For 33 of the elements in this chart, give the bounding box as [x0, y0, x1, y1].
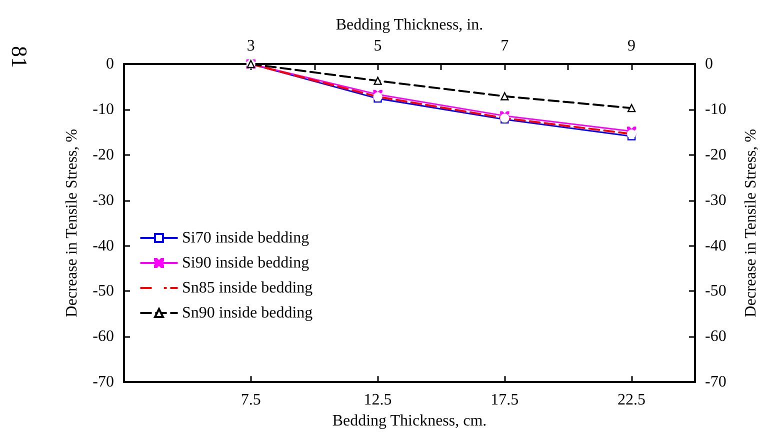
- text: 81: [6, 46, 32, 68]
- y2-tick-label: -60: [705, 328, 726, 346]
- legend-label: Sn90 inside bedding: [182, 304, 313, 322]
- x2-tick-label: 7: [500, 38, 509, 54]
- x2-tick-label: 5: [374, 38, 382, 54]
- x-axis-title: Bedding Thickness, cm.: [332, 412, 487, 430]
- y-tick-label: -10: [92, 100, 114, 118]
- legend-label: Sn85 inside bedding: [182, 280, 313, 296]
- x-tick-label: 12.5: [364, 392, 392, 409]
- legend-label: Si70 inside bedding: [182, 230, 310, 246]
- y2-tick-label: -30: [705, 192, 726, 209]
- x2-tick-label: 9: [628, 38, 636, 54]
- y-tick-label: -20: [92, 146, 114, 164]
- x-tick-label: 7.5: [240, 392, 261, 409]
- y2-tick-label: -70: [705, 374, 726, 391]
- y2-tick-label: -50: [705, 282, 726, 300]
- legend-label: Si90 inside bedding: [182, 254, 310, 272]
- x2-tick-label: 3: [246, 38, 255, 54]
- y2-tick-label: -20: [705, 146, 726, 164]
- x2-axis-title: Bedding Thickness, in.: [336, 16, 484, 34]
- y-tick-label: 0: [106, 56, 114, 72]
- x-tick-label: 22.5: [618, 392, 646, 409]
- y-tick-label: -70: [92, 374, 114, 391]
- y-tick-label: -30: [92, 192, 114, 209]
- x-tick-label: 17.5: [490, 392, 519, 409]
- y2-tick-label: -40: [705, 237, 726, 254]
- y-tick-label: -40: [92, 237, 114, 254]
- y2-axis-title: Decrease in Tensile Stress, %: [742, 128, 760, 318]
- y2-tick-label: -10: [705, 100, 726, 118]
- y-tick-label: -50: [92, 282, 114, 300]
- y2-tick-label: 0: [705, 56, 713, 72]
- y-axis-title: Decrease in Tensile Stress, %: [64, 128, 80, 318]
- y-tick-label: -60: [92, 328, 114, 346]
